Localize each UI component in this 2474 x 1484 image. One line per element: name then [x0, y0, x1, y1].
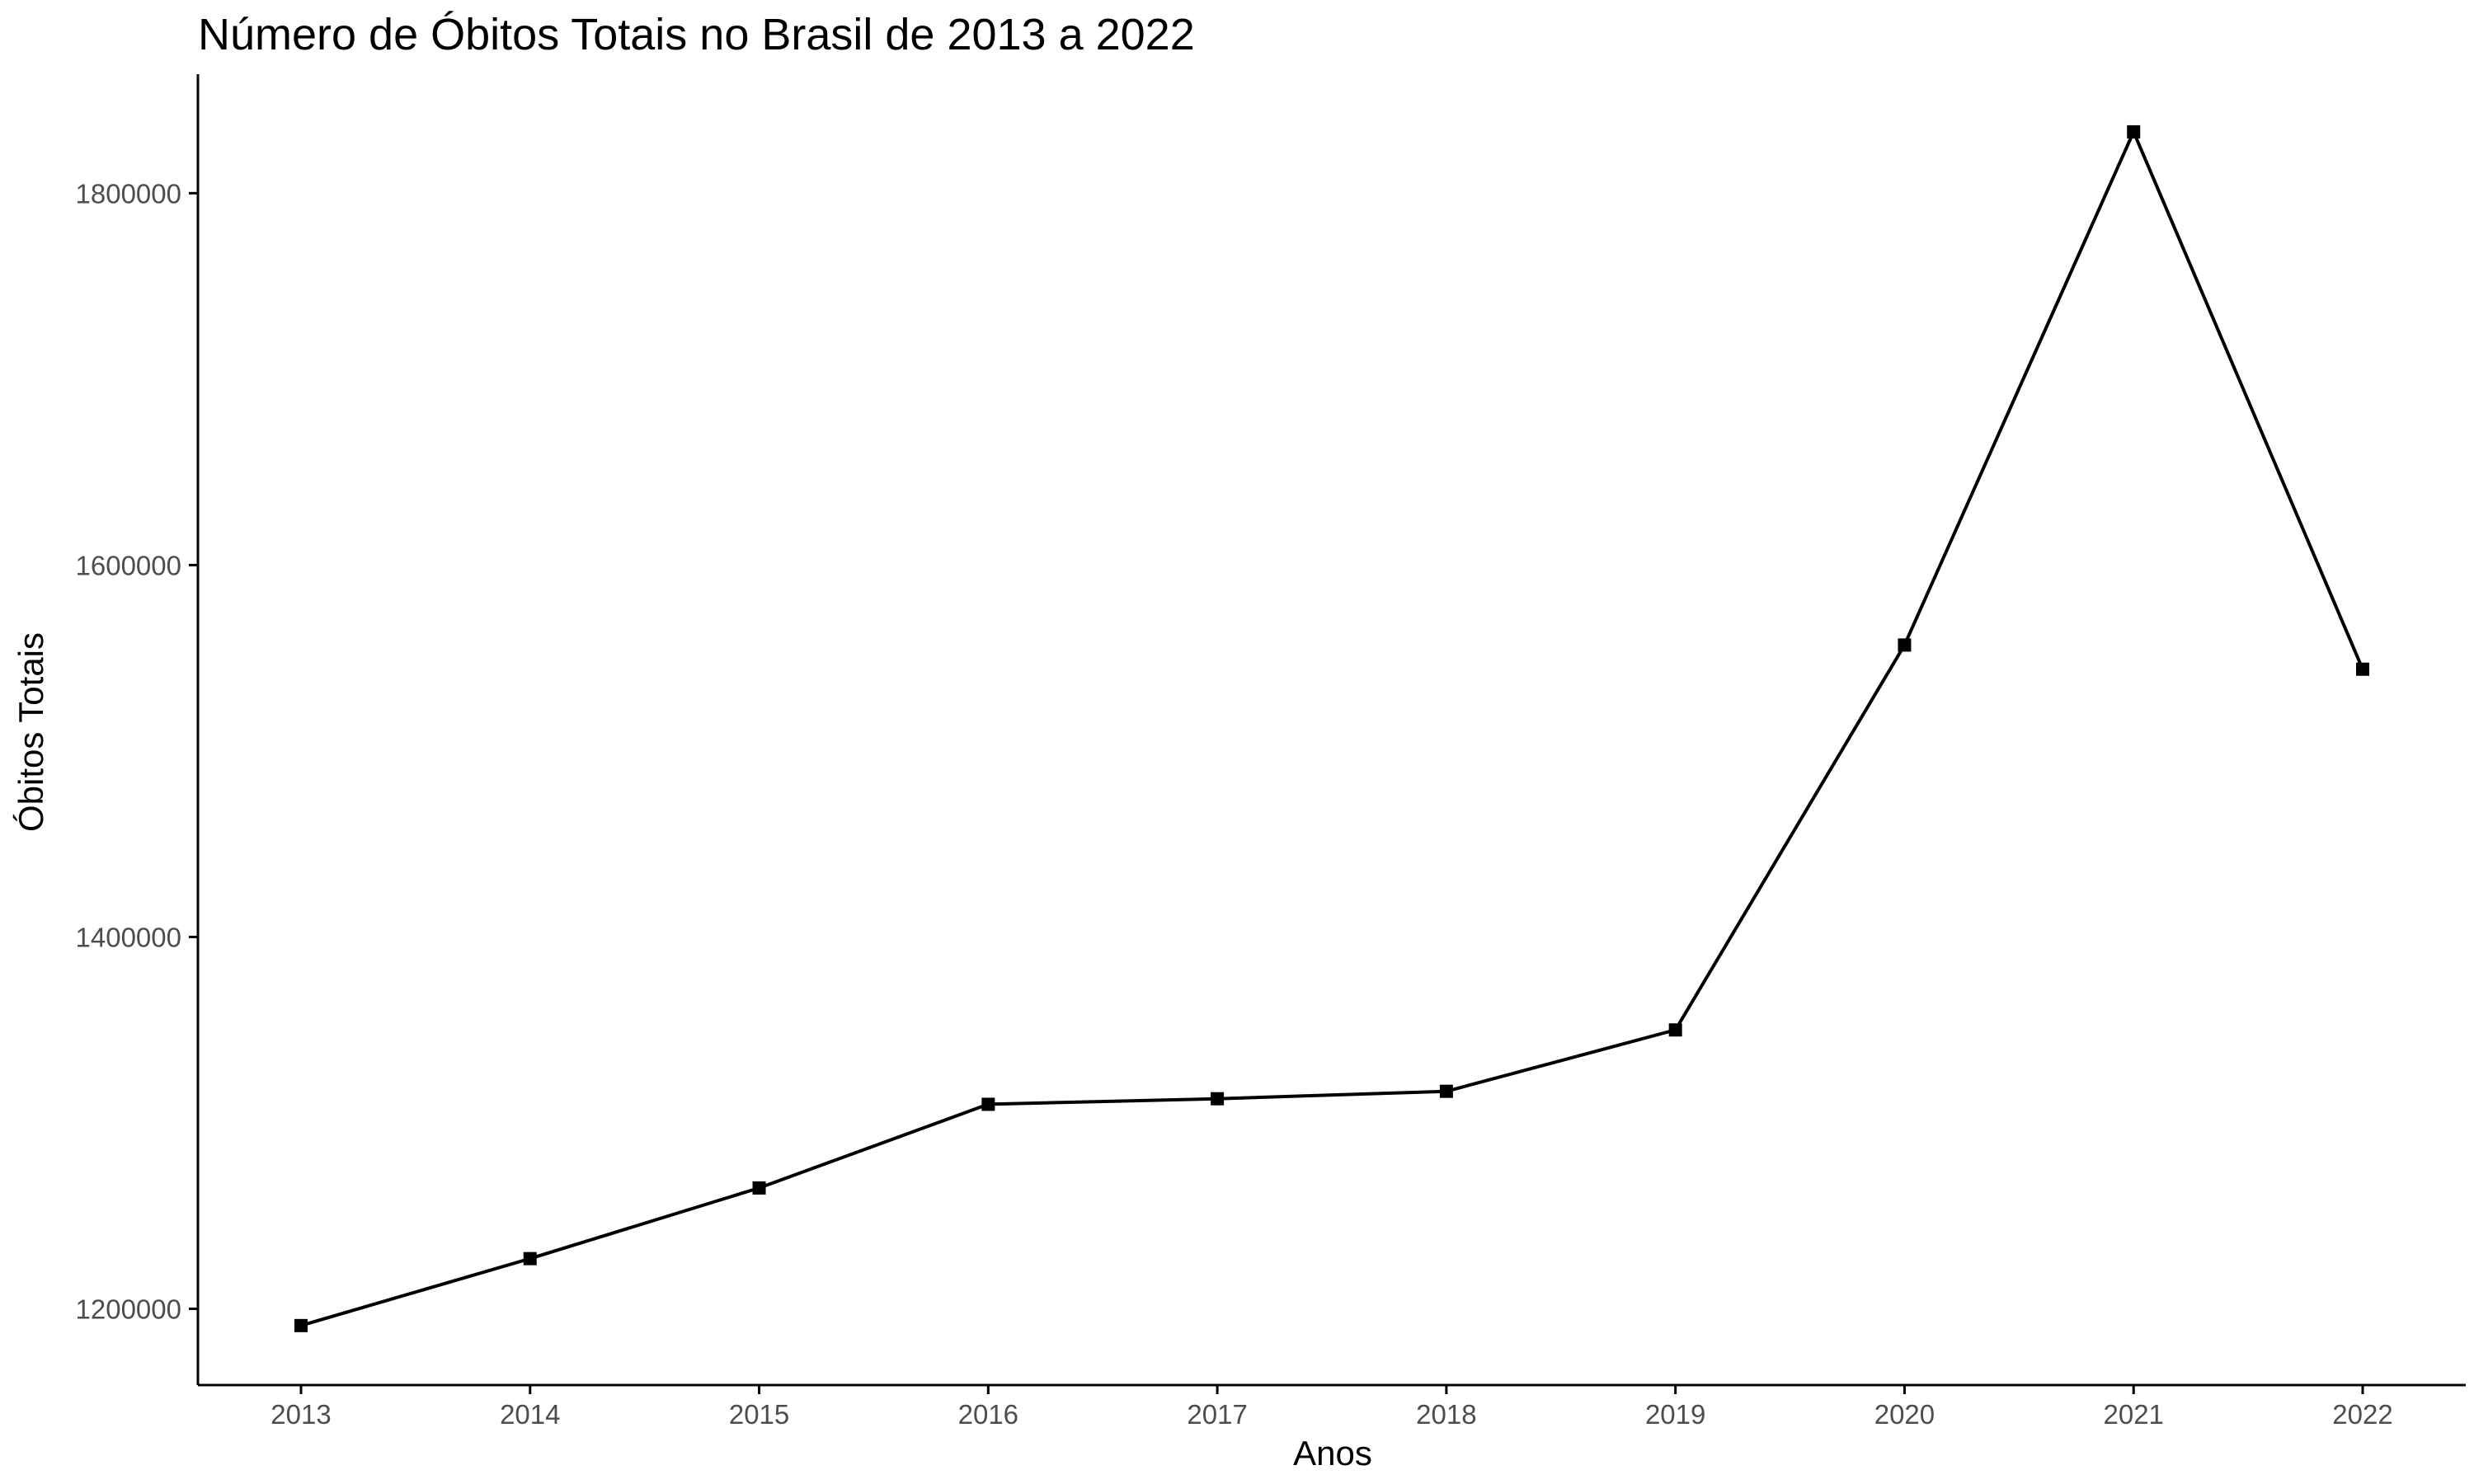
y-axis-title: Óbitos Totais: [12, 632, 50, 832]
x-tick-label: 2020: [1874, 1399, 1935, 1430]
y-tick-label: 1200000: [76, 1294, 181, 1325]
data-point: [523, 1252, 537, 1266]
axes: [196, 74, 2466, 1387]
x-tick-label: 2018: [1416, 1399, 1476, 1430]
x-tick-label: 2021: [2104, 1399, 2164, 1430]
y-axis-ticks: 1200000 1400000 1600000 1800000: [76, 178, 198, 1325]
data-point: [2356, 662, 2369, 676]
data-point: [1898, 638, 1912, 652]
data-point: [294, 1318, 308, 1332]
data-point: [2127, 124, 2141, 139]
y-tick-label: 1600000: [76, 550, 181, 580]
x-tick-label: 2022: [2332, 1399, 2392, 1430]
x-axis-ticks: 2013 2014 2015 2016 2017 2018 2019 2020 2021 2022: [270, 1385, 2393, 1430]
x-tick-label: 2019: [1645, 1399, 1705, 1430]
data-point: [1211, 1092, 1225, 1106]
x-tick-label: 2014: [500, 1399, 560, 1430]
x-tick-label: 2015: [729, 1399, 789, 1430]
data-point: [1668, 1023, 1682, 1037]
chart-title: Número de Óbitos Totais no Brasil de 201…: [198, 10, 1195, 59]
series: [294, 124, 2369, 1332]
x-tick-label: 2016: [958, 1399, 1018, 1430]
x-tick-label: 2017: [1187, 1399, 1247, 1430]
y-tick-label: 1400000: [76, 922, 181, 952]
data-point: [981, 1097, 995, 1111]
data-point: [752, 1181, 766, 1195]
series-line: [300, 127, 2364, 1327]
x-axis-title: Anos: [1293, 1434, 1372, 1472]
data-point: [1439, 1084, 1453, 1098]
x-tick-label: 2013: [270, 1399, 331, 1430]
y-tick-label: 1800000: [76, 178, 181, 209]
